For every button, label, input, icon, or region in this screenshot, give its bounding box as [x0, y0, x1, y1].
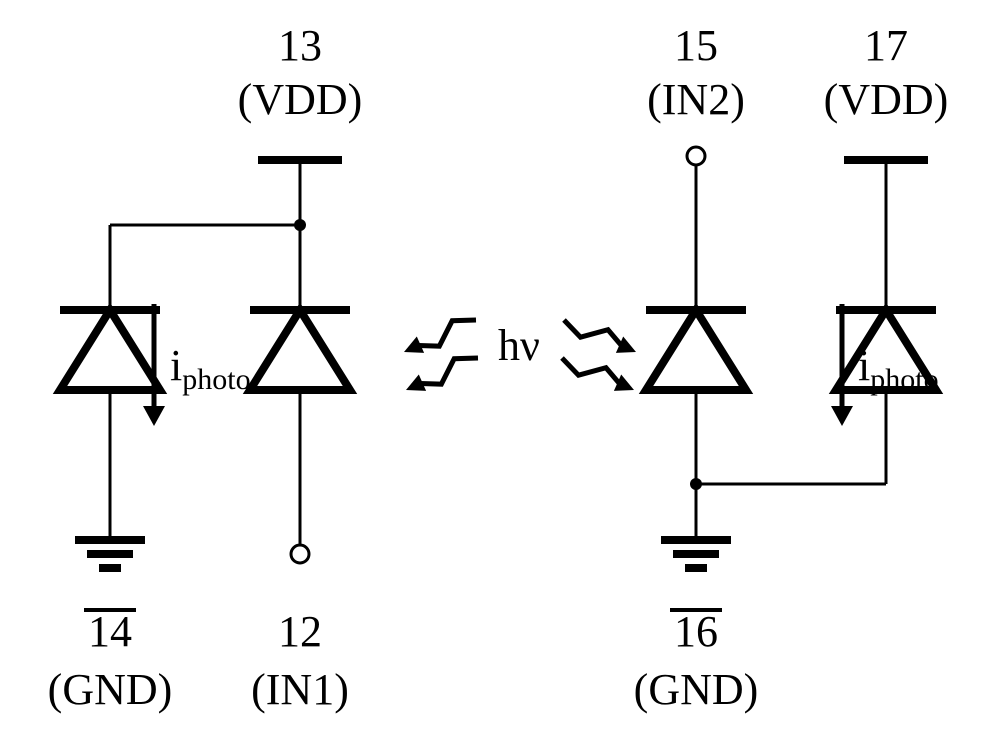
svg-text:(IN1): (IN1): [251, 665, 349, 714]
svg-text:(VDD): (VDD): [238, 75, 363, 124]
svg-text:17: 17: [864, 21, 908, 70]
svg-text:13: 13: [278, 21, 322, 70]
esd-photodiode-schematic: 14 (GND) 13 (VDD) 12 (IN1) 15 (IN2) 16 (GND) 17 (VD…: [0, 0, 1001, 743]
svg-text:iphoto: iphoto: [858, 341, 939, 396]
svg-text:(GND): (GND): [634, 665, 759, 714]
svg-text:14: 14: [88, 607, 132, 656]
svg-text:15: 15: [674, 21, 718, 70]
svg-text:hν: hν: [498, 321, 540, 370]
svg-text:(VDD): (VDD): [824, 75, 949, 124]
svg-text:12: 12: [278, 607, 322, 656]
svg-text:(IN2): (IN2): [647, 75, 745, 124]
svg-text:(GND): (GND): [48, 665, 173, 714]
svg-text:16: 16: [674, 607, 718, 656]
svg-text:iphoto: iphoto: [170, 341, 251, 396]
